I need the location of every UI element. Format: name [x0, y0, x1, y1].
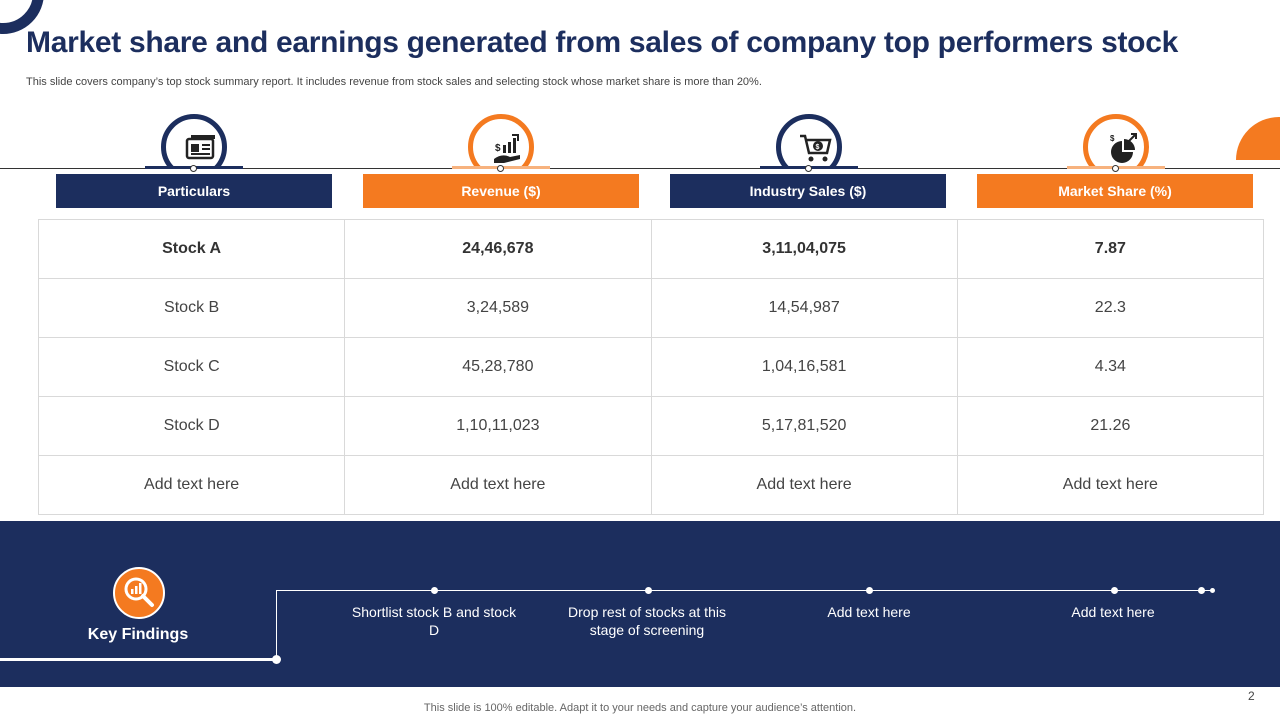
- page-number: 2: [1248, 689, 1255, 703]
- timeline-dot: [866, 587, 873, 594]
- pie-chart-icon: $: [1110, 133, 1137, 163]
- timeline-dot: [1210, 588, 1215, 593]
- table-cell: Stock C: [37, 337, 346, 397]
- table-cell: 3,11,04,075: [650, 219, 958, 279]
- timeline-dot: [1111, 587, 1118, 594]
- finding-item: Shortlist stock B and stock D: [351, 604, 517, 638]
- svg-text:$: $: [1110, 134, 1115, 143]
- table-row: Stock A 24,46,678 3,11,04,075 7.87: [37, 219, 1265, 279]
- svg-text:$: $: [816, 144, 820, 151]
- header-divider: [0, 168, 1280, 169]
- column-header-industry-sales: Industry Sales ($): [670, 174, 946, 208]
- slide-subtitle: This slide covers company’s top stock su…: [26, 76, 762, 88]
- timeline-dot: [645, 587, 652, 594]
- findings-connector-end-dot: [272, 655, 281, 664]
- money-growth-icon: $: [494, 134, 520, 163]
- finding-item: Drop rest of stocks at this stage of scr…: [568, 604, 726, 638]
- table-cell: 45,28,780: [344, 337, 652, 397]
- revenue-icon-badge: $: [466, 114, 536, 168]
- column-header-revenue: Revenue ($): [363, 174, 639, 208]
- footer-note: This slide is 100% editable. Adapt it to…: [423, 702, 857, 714]
- industry-sales-connector-dot: [805, 165, 812, 172]
- industry-sales-icon-badge: $: [774, 114, 844, 168]
- table-cell[interactable]: Add text here: [344, 455, 652, 515]
- findings-timeline-line: [276, 590, 1214, 591]
- column-header-market-share: Market Share (%): [977, 174, 1253, 208]
- table-row: Stock C 45,28,780 1,04,16,581 4.34: [37, 337, 1265, 397]
- table-cell: Stock D: [37, 396, 346, 456]
- revenue-connector-dot: [497, 165, 504, 172]
- particulars-connector-dot: [190, 165, 197, 172]
- table-row: Stock B 3,24,589 14,54,987 22.3: [37, 278, 1265, 338]
- finding-item[interactable]: Add text here: [827, 604, 911, 620]
- market-share-connector-dot: [1112, 165, 1119, 172]
- key-findings-badge: [113, 567, 165, 619]
- table-cell[interactable]: Add text here: [956, 455, 1265, 515]
- svg-text:$: $: [495, 143, 501, 154]
- table-cell: 1,10,11,023: [344, 396, 652, 456]
- table-cell: 22.3: [956, 278, 1265, 338]
- table-cell[interactable]: Add text here: [37, 455, 346, 515]
- key-findings-label: Key Findings: [87, 626, 189, 643]
- timeline-dot: [1198, 587, 1205, 594]
- table-cell: Stock B: [37, 278, 346, 338]
- table-row: Add text here Add text here Add text her…: [37, 455, 1265, 515]
- id-card-icon: [185, 135, 215, 160]
- findings-connector-line: [0, 658, 277, 661]
- table-cell: 14,54,987: [650, 278, 958, 338]
- table-cell: Stock A: [37, 219, 346, 279]
- magnifier-chart-icon: [124, 577, 154, 607]
- slide-title: Market share and earnings generated from…: [26, 26, 1178, 59]
- particulars-icon-badge: [159, 114, 229, 168]
- table-cell[interactable]: Add text here: [650, 455, 958, 515]
- table-cell: 7.87: [956, 219, 1265, 279]
- table-cell: 24,46,678: [344, 219, 652, 279]
- column-header-particulars: Particulars: [56, 174, 332, 208]
- findings-connector-vertical: [276, 590, 277, 660]
- table-cell: 21.26: [956, 396, 1265, 456]
- table-cell: 3,24,589: [344, 278, 652, 338]
- stock-summary-table: Stock A 24,46,678 3,11,04,075 7.87 Stock…: [37, 219, 1265, 515]
- finding-item[interactable]: Add text here: [1071, 604, 1155, 620]
- table-cell: 5,17,81,520: [650, 396, 958, 456]
- table-row: Stock D 1,10,11,023 5,17,81,520 21.26: [37, 396, 1265, 456]
- table-cell: 4.34: [956, 337, 1265, 397]
- timeline-dot: [431, 587, 438, 594]
- market-share-icon-badge: $: [1081, 114, 1151, 168]
- table-cell: 1,04,16,581: [650, 337, 958, 397]
- shopping-cart-icon: $: [800, 134, 832, 162]
